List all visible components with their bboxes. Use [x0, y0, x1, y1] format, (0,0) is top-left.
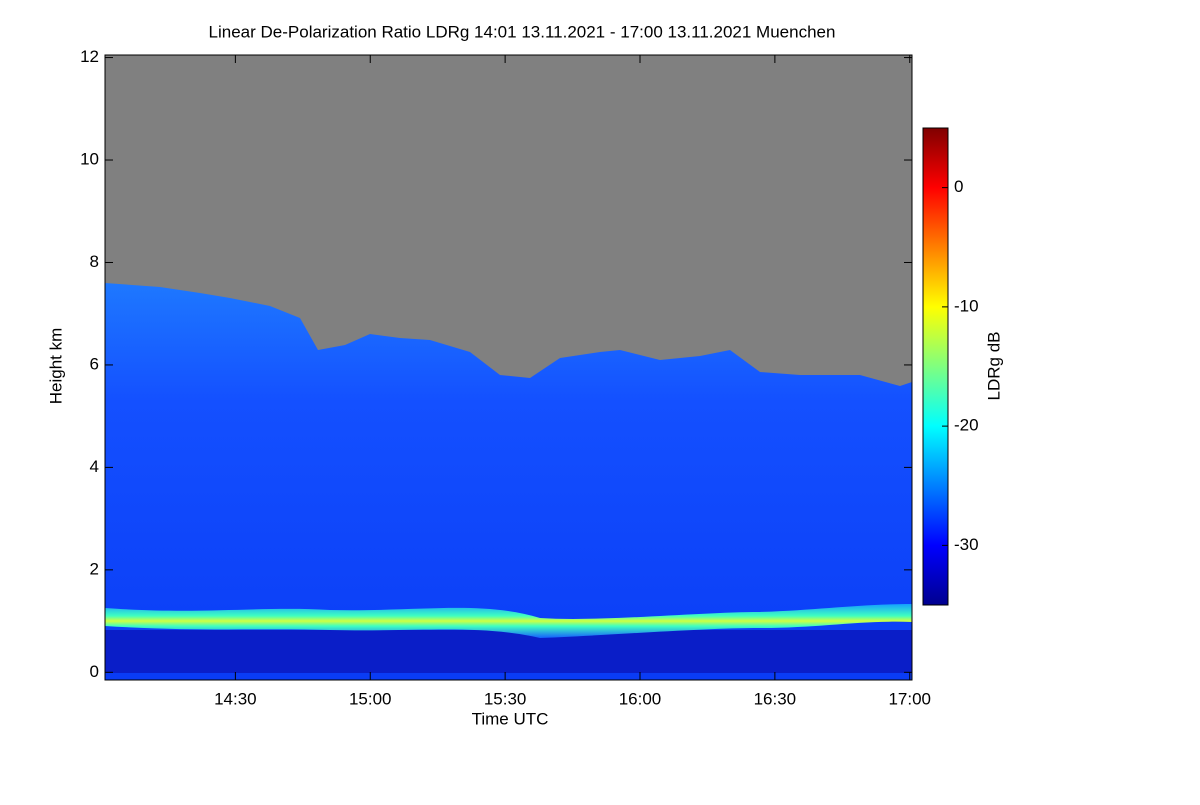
- y-tick-label: 8: [90, 252, 99, 271]
- colorbar-tick-label: -30: [954, 535, 979, 554]
- y-tick-label: 12: [80, 47, 99, 66]
- x-tick-label: 17:00: [888, 689, 931, 708]
- y-tick-label: 6: [90, 354, 99, 373]
- x-tick-label: 14:30: [214, 689, 257, 708]
- y-tick-label: 0: [90, 662, 99, 681]
- colorbar-tick-label: -10: [954, 296, 979, 315]
- heatmap-image: [105, 55, 912, 680]
- signal-area: [105, 283, 912, 680]
- x-tick-label: 15:30: [484, 689, 527, 708]
- plot-frame: [104, 54, 913, 681]
- y-tick-label: 2: [90, 559, 99, 578]
- y-axis-label: Height km: [46, 328, 65, 405]
- x-tick-label: 16:30: [754, 689, 797, 708]
- x-axis-label: Time UTC: [472, 709, 549, 728]
- chart-title: Linear De-Polarization Ratio LDRg 14:01 …: [209, 22, 836, 41]
- y-tick-label: 10: [80, 150, 99, 169]
- boundary-layer: [105, 604, 912, 638]
- colorbar-tick-label: -20: [954, 416, 979, 435]
- colorbar-tick-label: 0: [954, 177, 963, 196]
- lower-layer: [105, 630, 912, 673]
- x-tick-label: 15:00: [349, 689, 392, 708]
- y-tick-label: 4: [90, 457, 99, 476]
- x-tick-label: 16:00: [619, 689, 662, 708]
- colorbar-label: LDRg dB: [984, 332, 1003, 401]
- colorbar: [922, 127, 949, 606]
